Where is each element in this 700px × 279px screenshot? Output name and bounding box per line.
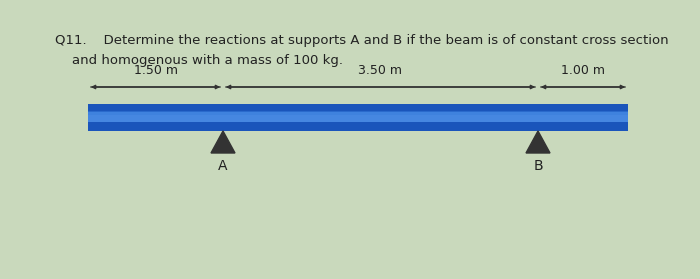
Bar — [88, 104, 628, 131]
Text: Q11.    Determine the reactions at supports A and B if the beam is of constant c: Q11. Determine the reactions at supports… — [55, 34, 668, 47]
Text: 3.50 m: 3.50 m — [358, 64, 402, 77]
Text: A: A — [218, 159, 228, 173]
Text: 1.00 m: 1.00 m — [561, 64, 605, 77]
Polygon shape — [526, 131, 550, 153]
Bar — [88, 112, 628, 122]
Text: B: B — [533, 159, 542, 173]
Polygon shape — [211, 131, 235, 153]
Text: and homogenous with a mass of 100 kg.: and homogenous with a mass of 100 kg. — [55, 54, 343, 67]
Bar — [88, 111, 628, 115]
Text: 1.50 m: 1.50 m — [134, 64, 178, 77]
